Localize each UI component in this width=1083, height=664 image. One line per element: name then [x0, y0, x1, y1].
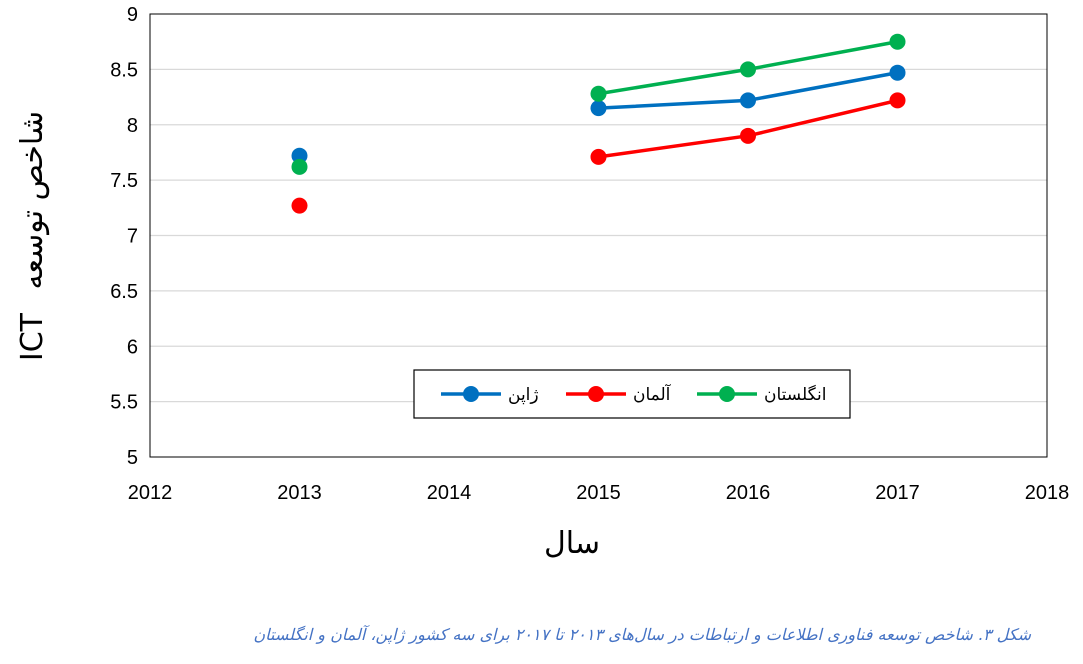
y-tick-label: 6.5 — [110, 281, 138, 303]
y-axis-title-rtl: شاخص توسعه — [15, 111, 50, 290]
data-point — [590, 148, 607, 165]
x-axis-title: سال — [544, 526, 600, 561]
y-tick-labels: 5 5.5 6 6.5 7 7.5 8 8.5 9 — [110, 4, 138, 469]
legend-item-1: آلمان — [566, 383, 672, 405]
data-point — [889, 33, 906, 50]
series-1 — [291, 92, 906, 214]
y-tick-label: 6 — [127, 336, 138, 358]
data-point — [291, 147, 308, 164]
gridlines — [150, 68, 1047, 403]
data-point — [740, 92, 756, 109]
data-point — [590, 100, 607, 117]
data-point — [291, 158, 308, 175]
y-tick-label: 7 — [127, 226, 138, 248]
legend-item-0: ژاپن — [441, 385, 539, 405]
legend-label: انگلستان — [764, 384, 826, 405]
data-point — [740, 61, 756, 78]
figure-caption: شکل ۳. شاخص توسعه فناوری اطلاعات و ارتبا… — [253, 625, 1031, 644]
y-axis-title-ltr: ICT — [15, 312, 50, 361]
data-point — [889, 92, 906, 109]
data-point — [889, 64, 906, 81]
x-tick-label: 2014 — [427, 482, 472, 504]
y-tick-label: 9 — [127, 4, 138, 26]
y-tick-label: 7.5 — [110, 170, 138, 192]
plot-area-border — [149, 13, 1048, 458]
y-axis-title: ICT شاخص توسعه — [15, 111, 50, 361]
chart: 55.566.577.588.59 2012 2013 2014 2015 2016 20… — [15, 4, 1070, 561]
data-point — [291, 197, 308, 214]
legend-item-2: انگلستان — [697, 384, 826, 405]
x-tick-label: 2018 — [1025, 482, 1070, 504]
x-tick-label: 2017 — [875, 482, 920, 504]
x-tick-label: 2015 — [576, 482, 621, 504]
y-tick-label: 5 — [127, 447, 138, 469]
legend: ژاپن آلمان انگلستان — [413, 369, 851, 419]
legend-swatch-marker — [588, 386, 604, 402]
data-point — [740, 127, 756, 144]
x-tick-label: 2016 — [726, 482, 771, 504]
legend-label: آلمان — [633, 383, 672, 405]
x-tick-label: 2013 — [277, 482, 322, 504]
series-0 — [291, 64, 906, 164]
series-group — [291, 33, 906, 214]
x-tick-label: 2012 — [128, 482, 173, 504]
legend-label: ژاپن — [508, 385, 539, 405]
y-tick-label: 5.5 — [110, 392, 138, 414]
svg-text:ICT شاخص توسعه: ICT شاخص توسعه — [15, 111, 50, 361]
x-tick-labels: 2012 2013 2014 2015 2016 2017 2018 — [128, 482, 1070, 504]
y-tick-label: 8.5 — [110, 59, 138, 81]
y-tick-label: 8 — [127, 115, 138, 137]
legend-swatch-marker — [463, 386, 479, 402]
data-point — [590, 85, 607, 102]
legend-swatch-marker — [719, 386, 735, 402]
series-2 — [291, 33, 906, 175]
